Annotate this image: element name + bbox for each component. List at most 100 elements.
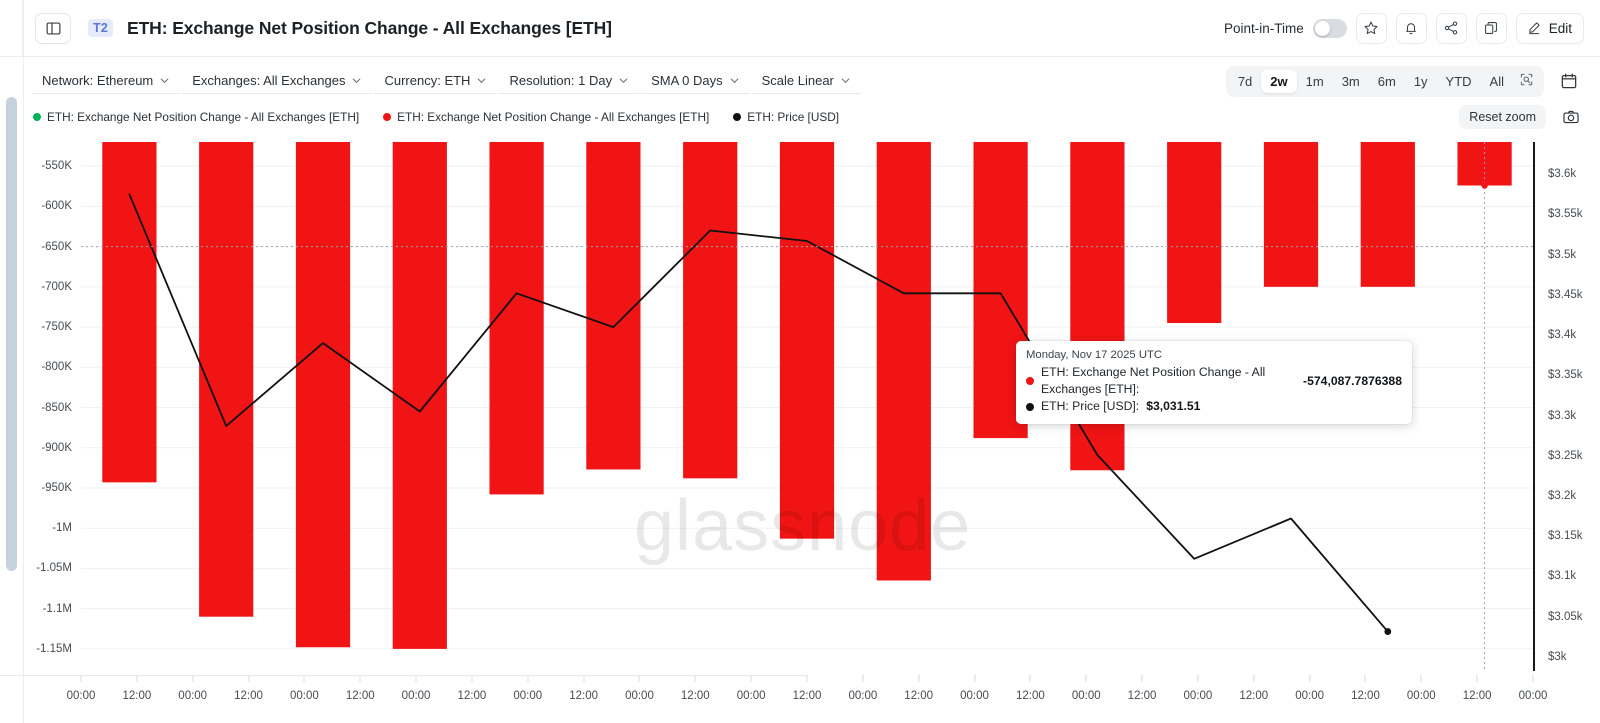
tooltip-label: ETH: Exchange Net Position Change - All …	[1041, 365, 1266, 396]
x-axis-tick-mark	[1197, 675, 1199, 682]
y-axis-right: $3.6k $3.55k $3.5k $3.45k $3.4k $3.35k $3.3k $3…	[1539, 130, 1600, 690]
x-axis-tick: 00:00	[513, 690, 543, 702]
y-axis-left-tick: -650K	[41, 240, 72, 253]
x-axis-tick: 00:00	[736, 690, 766, 702]
range-3m[interactable]: 3m	[1341, 73, 1360, 89]
y-axis-left-tick: -900K	[41, 441, 72, 454]
filter-exchanges-label: Exchanges: All Exchanges	[192, 72, 346, 88]
x-axis-tick-mark	[1029, 675, 1031, 682]
alerts-button[interactable]	[1395, 12, 1427, 44]
share-button[interactable]	[1435, 12, 1467, 44]
y-axis-right-tick: $3.6k	[1548, 168, 1577, 181]
range-1m[interactable]: 1m	[1305, 73, 1324, 89]
range-6m[interactable]: 6m	[1377, 73, 1396, 89]
legend-dot-icon	[733, 113, 742, 121]
legend-item-net-position-red[interactable]: ETH: Exchange Net Position Change - All …	[383, 110, 709, 124]
chevron-down-icon	[619, 77, 628, 83]
edit-button[interactable]: Edit	[1515, 12, 1584, 44]
filter-currency[interactable]: Currency: ETH	[374, 69, 498, 94]
toggle-sidebar-button[interactable]	[35, 12, 71, 44]
left-rail	[0, 0, 24, 723]
x-axis-tick: 00:00	[289, 690, 319, 702]
filter-resolution-label: Resolution: 1 Day	[509, 72, 613, 88]
x-axis-tick-mark	[638, 675, 640, 682]
chevron-down-icon	[160, 77, 169, 83]
x-axis-tick-mark	[974, 675, 976, 682]
y-axis-right-tick: $3.5k	[1548, 248, 1577, 261]
filter-sma[interactable]: SMA 0 Days	[641, 69, 750, 94]
legend-item-net-position-green[interactable]: ETH: Exchange Net Position Change - All …	[33, 110, 359, 124]
range-all[interactable]: All	[1489, 73, 1504, 89]
x-axis-tick-mark	[471, 675, 473, 682]
y-axis-left-tick: -600K	[41, 200, 72, 213]
x-axis-tick-mark	[750, 675, 752, 682]
filter-exchanges[interactable]: Exchanges: All Exchanges	[182, 69, 373, 94]
tooltip-dot-icon	[1026, 377, 1034, 385]
range-2w[interactable]: 2w	[1261, 69, 1297, 93]
y-axis-left-tick: -800K	[41, 361, 72, 374]
panel-icon	[46, 21, 60, 35]
legend-item-price[interactable]: ETH: Price [USD]	[733, 110, 839, 124]
page-scrollbar[interactable]	[6, 97, 17, 571]
y-axis-right-tick: $3.2k	[1548, 490, 1577, 502]
zoom-select-icon	[1520, 73, 1533, 85]
plot-area[interactable]	[81, 142, 1533, 669]
app-header: T2 ETH: Exchange Net Position Change - A…	[24, 0, 1600, 57]
x-axis-tick-mark	[136, 675, 138, 682]
tooltip-dot-icon	[1026, 402, 1034, 411]
chevron-down-icon	[841, 77, 850, 83]
filter-network[interactable]: Network: Ethereum	[32, 69, 181, 94]
x-axis-tick: 00:00	[1071, 690, 1101, 702]
camera-icon	[1563, 110, 1579, 124]
chart-container[interactable]: -550K -600K -650K -700K -750K -800K -850K -900K…	[0, 130, 1600, 723]
header-actions: Point-in-Time	[1224, 12, 1600, 44]
filter-list: Network: Ethereum Exchanges: All Exchang…	[24, 69, 863, 94]
x-axis-tick-mark	[527, 675, 529, 682]
y-axis-left-tick: -700K	[41, 280, 72, 293]
x-axis-tick: 12:00	[904, 690, 934, 702]
x-axis-line	[0, 675, 807, 676]
reset-zoom-button[interactable]: Reset zoom	[1459, 105, 1546, 129]
duplicate-button[interactable]	[1475, 12, 1507, 44]
calendar-button[interactable]	[1554, 66, 1584, 96]
favorite-button[interactable]	[1355, 12, 1387, 44]
y-axis-right-tick: $3.45k	[1548, 288, 1583, 301]
chevron-down-icon	[353, 77, 361, 83]
chart-toolbar: Reset zoom	[1459, 104, 1600, 130]
range-ytd[interactable]: YTD	[1445, 73, 1472, 89]
x-axis-tick-mark	[303, 675, 305, 682]
tooltip-row: ETH: Exchange Net Position Change - All …	[1026, 364, 1402, 398]
x-axis-tick: 00:00	[1295, 690, 1324, 702]
y-axis-right-tick: $3.1k	[1548, 570, 1577, 583]
screenshot-button[interactable]	[1558, 104, 1584, 130]
chart-legend: ETH: Exchange Net Position Change - All …	[24, 105, 1600, 129]
range-1y[interactable]: 1y	[1413, 73, 1428, 89]
range-zoom-select-button[interactable]	[1513, 69, 1541, 94]
y-axis-left-tick: -750K	[41, 321, 72, 334]
y-axis-left-tick: -1.15M	[36, 642, 72, 655]
x-axis-tick: 12:00	[1351, 690, 1380, 702]
legend-dot-icon	[33, 113, 41, 121]
x-axis: 00:00 12:00 00:00 12:00 00:00 12:00 00:00 12:00…	[0, 675, 1600, 715]
point-in-time-toggle[interactable]	[1312, 18, 1347, 38]
right-axis-line	[1533, 142, 1535, 671]
x-axis-tick: 12:00	[569, 690, 598, 702]
x-axis-tick: 00:00	[66, 690, 96, 702]
x-axis-tick-mark	[1532, 675, 1534, 682]
x-axis-tick-mark	[359, 675, 361, 682]
copy-icon	[1485, 22, 1498, 34]
pencil-icon	[1528, 22, 1540, 35]
range-7d[interactable]: 7d	[1237, 73, 1253, 89]
range-controls: 7d 2w 1m 3m 6m 1y YTD All	[1225, 65, 1600, 97]
chart-tooltip: Monday, Nov 17 2025 UTC ETH: Exchange Ne…	[1016, 341, 1412, 424]
filter-resolution[interactable]: Resolution: 1 Day	[499, 69, 640, 94]
x-axis-tick-mark	[1253, 675, 1255, 682]
y-axis-right-tick: $3k	[1548, 650, 1567, 663]
x-axis-tick: 00:00	[848, 690, 878, 702]
y-axis-right-tick: $3.05k	[1548, 610, 1583, 623]
filter-scale[interactable]: Scale Linear	[751, 69, 861, 94]
x-axis-tick: 12:00	[680, 690, 710, 702]
left-rail-top	[0, 0, 23, 57]
time-range-selector: 7d 2w 1m 3m 6m 1y YTD All	[1225, 65, 1544, 97]
